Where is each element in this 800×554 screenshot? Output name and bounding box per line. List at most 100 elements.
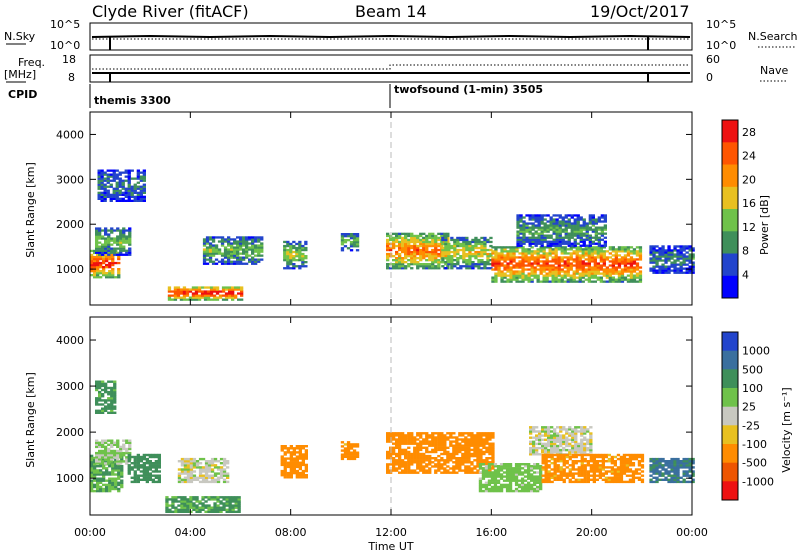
data-cell	[295, 471, 299, 475]
data-cell	[289, 255, 293, 258]
data-cell	[237, 298, 241, 301]
data-cell	[568, 442, 572, 446]
data-cell	[340, 237, 345, 240]
data-cell	[558, 224, 562, 227]
data-cell	[125, 439, 129, 442]
data-cell	[127, 175, 131, 178]
data-cell	[90, 467, 94, 470]
data-cell	[516, 222, 520, 225]
data-cell	[183, 504, 187, 507]
data-cell	[98, 403, 102, 406]
data-cell	[133, 462, 137, 465]
data-cell	[574, 436, 578, 439]
data-cell	[600, 226, 604, 229]
data-cell	[574, 460, 578, 463]
data-cell	[100, 183, 104, 186]
data-cell	[437, 446, 441, 449]
data-cell	[142, 177, 146, 180]
data-cell	[579, 240, 583, 243]
data-cell	[386, 434, 390, 437]
data-cell	[177, 510, 181, 513]
data-cell	[389, 463, 393, 466]
data-cell	[431, 261, 435, 264]
data-cell	[477, 240, 481, 244]
data-cell	[574, 438, 578, 441]
data-cell	[557, 268, 561, 271]
data-cell	[128, 231, 132, 234]
data-cell	[568, 457, 572, 461]
data-cell	[245, 254, 249, 257]
data-cell	[173, 296, 178, 299]
data-cell	[613, 470, 617, 473]
data-cell	[593, 266, 597, 269]
data-cell	[98, 247, 102, 250]
data-cell	[563, 270, 567, 273]
data-cell	[389, 238, 393, 242]
data-cell	[550, 457, 554, 461]
data-cell	[114, 473, 118, 476]
data-cell	[107, 239, 111, 242]
data-cell	[125, 462, 129, 465]
data-cell	[355, 249, 360, 252]
data-cell	[428, 250, 432, 254]
data-cell	[576, 214, 580, 217]
data-cell	[228, 290, 232, 293]
data-cell	[617, 248, 622, 251]
data-cell	[527, 264, 531, 267]
data-cell	[565, 438, 569, 441]
data-cell	[298, 265, 302, 268]
data-cell	[559, 460, 563, 463]
data-cell	[298, 267, 302, 270]
data-cell	[535, 426, 539, 429]
data-cell	[165, 508, 169, 511]
data-cell	[189, 506, 193, 509]
data-cell	[536, 258, 540, 261]
data-cell	[355, 451, 360, 454]
data-cell	[561, 216, 565, 219]
data-cell	[485, 463, 489, 466]
data-cell	[542, 276, 546, 279]
nsky-line	[91, 34, 691, 39]
data-cell	[691, 269, 695, 272]
data-cell	[529, 432, 533, 435]
data-cell	[564, 236, 568, 239]
data-cell	[623, 262, 628, 265]
data-cell	[176, 286, 181, 289]
data-cell	[580, 442, 584, 446]
data-cell	[231, 298, 235, 301]
data-cell	[116, 445, 120, 449]
data-cell	[682, 247, 686, 250]
data-cell	[292, 457, 296, 460]
data-cell	[522, 236, 526, 239]
data-cell	[554, 266, 558, 269]
data-cell	[497, 256, 501, 259]
data-cell	[419, 240, 423, 244]
data-cell	[236, 242, 240, 245]
data-cell	[562, 434, 566, 437]
data-cell	[254, 260, 258, 263]
data-cell	[110, 247, 114, 250]
data-cell	[289, 244, 293, 248]
data-cell	[580, 474, 584, 477]
data-cell	[283, 447, 287, 450]
data-cell	[620, 258, 625, 261]
data-cell	[482, 444, 486, 447]
data-cell	[96, 253, 100, 257]
data-cell	[96, 469, 100, 472]
data-cell	[540, 244, 544, 247]
data-cell	[209, 290, 214, 293]
data-cell	[404, 450, 408, 454]
data-cell	[204, 470, 209, 473]
data-cell	[503, 260, 507, 263]
data-cell	[231, 286, 235, 289]
data-cell	[570, 232, 574, 235]
data-cell	[528, 236, 532, 239]
data-cell	[254, 258, 258, 261]
data-cell	[90, 465, 94, 468]
data-cell	[444, 242, 448, 246]
data-cell	[182, 296, 187, 299]
data-cell	[197, 294, 202, 297]
data-cell	[552, 224, 556, 227]
data-cell	[239, 242, 243, 245]
data-cell	[95, 456, 99, 459]
